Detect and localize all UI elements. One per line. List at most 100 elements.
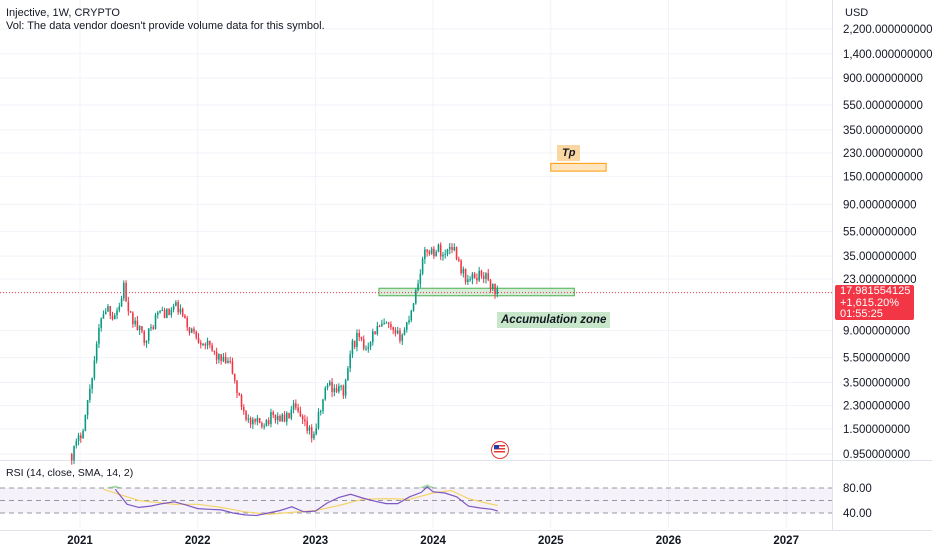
candle-body: [496, 288, 499, 295]
candle: [333, 384, 336, 397]
candle-body: [324, 387, 327, 400]
candle: [408, 315, 410, 325]
candle: [204, 342, 207, 350]
candle: [283, 411, 286, 423]
candle-body: [442, 254, 444, 257]
candle-body: [170, 309, 173, 315]
candle-body: [242, 407, 245, 412]
candle: [412, 302, 415, 312]
candle-body: [290, 409, 293, 419]
candle-body: [147, 328, 150, 341]
candle-body: [331, 381, 333, 393]
candle: [267, 417, 270, 427]
candle-body: [419, 273, 422, 284]
candle-body: [476, 277, 478, 281]
rsi-panel: [0, 484, 832, 517]
candle-body: [356, 332, 358, 347]
candle: [147, 328, 150, 344]
candle-body: [231, 361, 234, 374]
candle: [209, 340, 211, 349]
candle-body: [145, 340, 148, 343]
rsi-tick-label: 40.00: [843, 508, 872, 520]
candle-body: [91, 377, 93, 389]
candle-body: [403, 329, 406, 335]
candle: [403, 327, 406, 336]
candle: [419, 269, 422, 288]
candle-body: [252, 419, 254, 425]
candle: [252, 416, 254, 430]
candle-body: [401, 334, 404, 341]
candle: [102, 310, 105, 319]
candle: [256, 415, 259, 426]
candle-body: [417, 283, 419, 291]
candle: [113, 312, 116, 320]
candle: [123, 280, 125, 302]
candle: [84, 414, 87, 432]
candle: [426, 249, 428, 257]
candle: [322, 398, 324, 415]
candle-body: [335, 388, 338, 392]
symbol-legend[interactable]: Injective, 1W, CRYPTO: [6, 7, 120, 19]
candle-body: [410, 310, 413, 321]
candle: [308, 425, 311, 435]
candle-body: [288, 412, 290, 419]
price-tick-label: 2,200.000000000: [843, 24, 932, 36]
candle: [467, 274, 469, 286]
candle-body: [487, 273, 490, 280]
candle: [240, 393, 243, 411]
candle-body: [247, 418, 250, 420]
candle-body: [376, 326, 379, 334]
candle-body: [360, 336, 363, 340]
candle: [195, 330, 198, 340]
candle-body: [272, 412, 275, 415]
candle-body: [258, 417, 261, 424]
candle: [247, 414, 250, 423]
candle-body: [374, 331, 376, 334]
candle-body: [435, 251, 437, 257]
candle-body: [385, 322, 388, 324]
candle: [73, 445, 75, 465]
candle-body: [84, 415, 87, 431]
candle: [453, 243, 456, 252]
candle-body: [143, 331, 145, 343]
candle-body: [322, 399, 324, 412]
candle-body: [204, 343, 207, 346]
us-flag-icon[interactable]: [491, 441, 509, 459]
candle-body: [82, 430, 84, 439]
rsi-legend[interactable]: RSI (14, close, SMA, 14, 2): [6, 467, 134, 479]
candle-body: [276, 415, 279, 421]
candle: [331, 377, 333, 398]
candle-body: [199, 342, 202, 345]
candle-body: [95, 343, 98, 361]
candle: [170, 306, 173, 318]
currency-label[interactable]: USD: [845, 7, 869, 19]
candle: [471, 271, 474, 285]
candle: [385, 321, 388, 324]
accumulation-zone-label[interactable]: Accumulation zone: [497, 312, 611, 328]
candle-body: [98, 328, 100, 344]
candle-body: [77, 435, 80, 442]
candle-body: [329, 381, 331, 386]
bar-countdown: 01:55:25: [840, 308, 883, 321]
candle: [263, 423, 265, 430]
candle: [290, 405, 293, 421]
candle-body: [460, 260, 462, 274]
grid-lines: [0, 0, 832, 528]
time-tick-label: 2024: [420, 535, 446, 547]
tp-label[interactable]: Tp: [557, 145, 581, 161]
candle: [136, 315, 139, 331]
candle-body: [125, 282, 127, 302]
candle-body: [154, 314, 157, 329]
candle-body: [458, 259, 460, 261]
candle: [138, 325, 141, 336]
candle: [265, 419, 268, 427]
candle: [107, 304, 109, 312]
candle: [91, 377, 93, 394]
candle: [100, 317, 102, 332]
candle-body: [351, 340, 354, 355]
candle: [242, 404, 245, 415]
candle-body: [166, 308, 168, 318]
candle: [410, 309, 413, 323]
